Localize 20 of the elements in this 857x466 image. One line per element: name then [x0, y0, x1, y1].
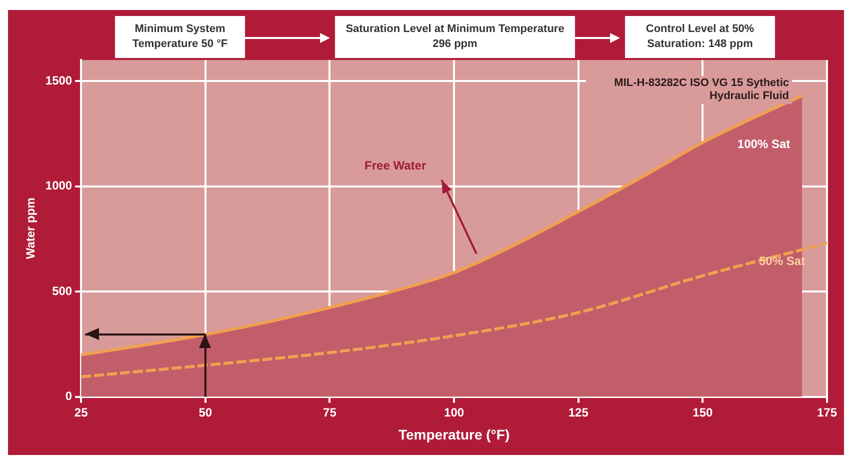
annotation: MIL-H-83282C ISO VG 15 Sythetic Hydraulic Fluid: [586, 76, 792, 104]
y-tick-label: 1500: [45, 73, 72, 88]
y-tick-label: 1000: [45, 178, 72, 193]
x-tick-label: 25: [74, 405, 88, 420]
x-tick-label: 175: [816, 405, 838, 420]
y-tick-label: 500: [52, 284, 72, 298]
x-tick-label: 50: [198, 405, 212, 420]
y-axis-title: Water ppm: [24, 198, 38, 260]
y-tick-label: 0: [65, 389, 72, 404]
x-axis-title: Temperature (°F): [398, 426, 510, 442]
text: Saturation Level at Minimum Temperature 296 ppm: [335, 16, 575, 58]
text: Control Level at 50% Saturation: 148 ppm: [625, 16, 775, 58]
x-tick-label: 150: [692, 405, 714, 420]
text: Minimum System Temperature 50 °F: [115, 16, 245, 58]
x-tick-label: 75: [323, 405, 337, 420]
annotation: Free Water: [364, 158, 426, 172]
x-tick-label: 100: [444, 405, 464, 420]
series-label: 50% Sat: [758, 254, 805, 268]
x-tick-label: 125: [568, 405, 589, 420]
series-label: 100% Sat: [737, 136, 790, 151]
